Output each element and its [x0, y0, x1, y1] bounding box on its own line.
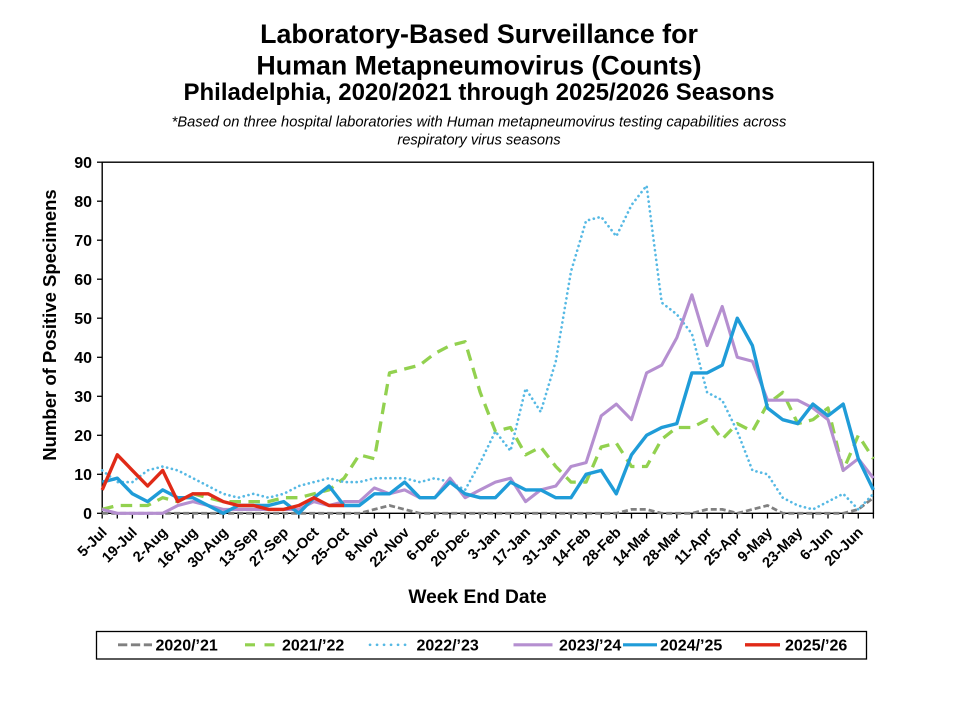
svg-text:0: 0 [83, 506, 92, 523]
svg-text:2020/ʼ21: 2020/ʼ21 [156, 638, 218, 655]
svg-text:70: 70 [74, 233, 92, 250]
svg-text:2023/ʼ24: 2023/ʼ24 [559, 638, 621, 655]
svg-text:10: 10 [74, 467, 92, 484]
svg-text:2025/ʼ26: 2025/ʼ26 [785, 638, 847, 655]
svg-text:*Based on three hospital labor: *Based on three hospital laboratories wi… [172, 115, 787, 131]
svg-text:2022/ʼ23: 2022/ʼ23 [417, 638, 479, 655]
svg-text:50: 50 [74, 311, 92, 328]
svg-text:90: 90 [74, 155, 92, 172]
svg-text:2021/ʼ22: 2021/ʼ22 [282, 638, 344, 655]
svg-text:Human Metapneumovirus (Counts): Human Metapneumovirus (Counts) [256, 51, 701, 81]
svg-text:Laboratory-Based Surveillance: Laboratory-Based Surveillance for [260, 19, 698, 49]
svg-text:40: 40 [74, 350, 92, 367]
svg-text:Week End Date: Week End Date [408, 587, 547, 608]
svg-text:Philadelphia, 2020/2021 throug: Philadelphia, 2020/2021 through 2025/202… [184, 79, 775, 106]
svg-text:Number of Positive Specimens: Number of Positive Specimens [39, 189, 60, 460]
svg-text:80: 80 [74, 194, 92, 211]
svg-text:20: 20 [74, 428, 92, 445]
svg-text:2024/ʼ25: 2024/ʼ25 [660, 638, 722, 655]
svg-text:respiratory virus seasons: respiratory virus seasons [397, 133, 561, 149]
svg-text:60: 60 [74, 272, 92, 289]
svg-text:30: 30 [74, 389, 92, 406]
